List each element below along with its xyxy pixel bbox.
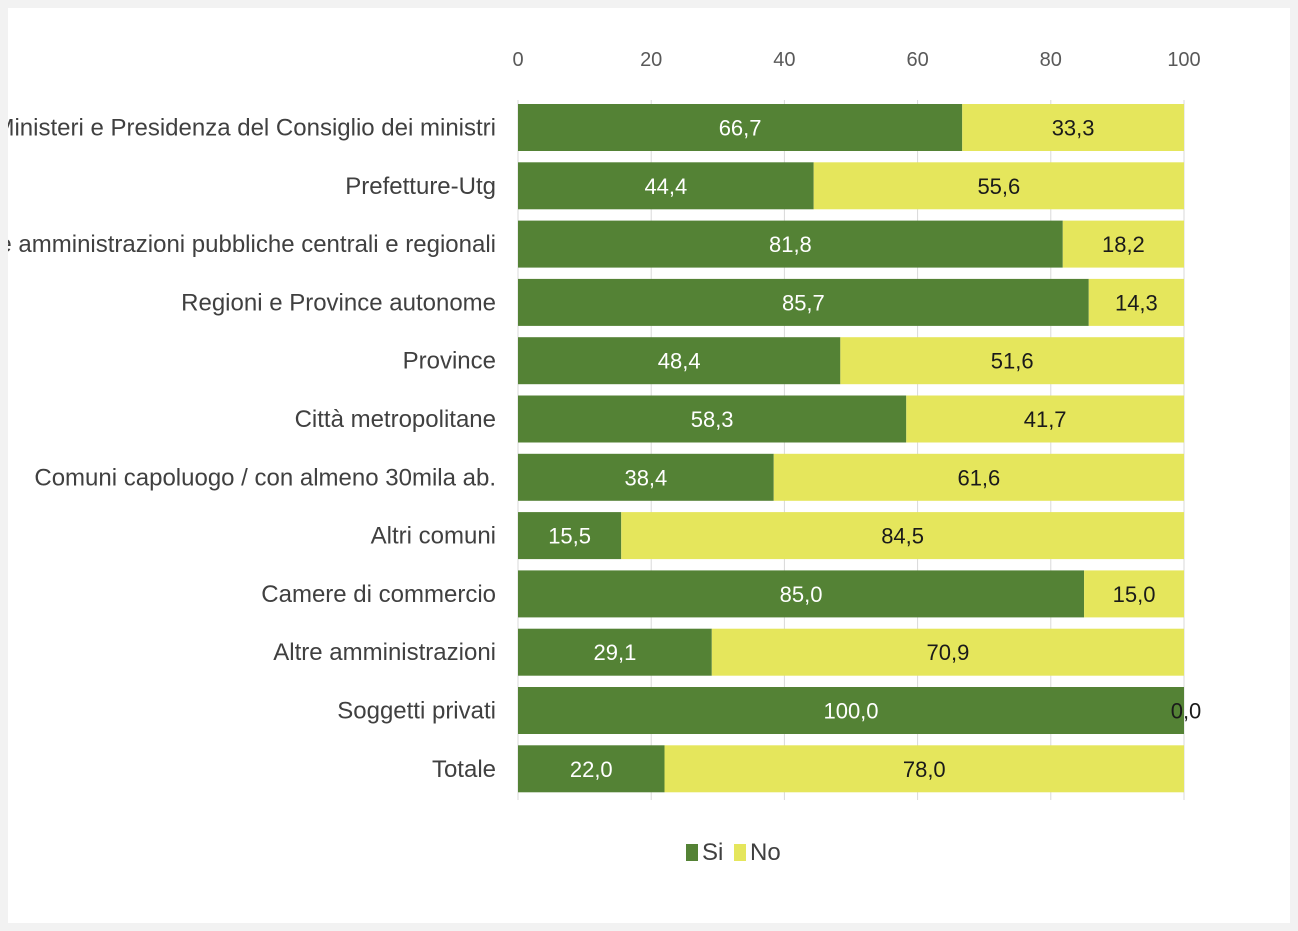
data-label-no: 55,6 xyxy=(977,174,1020,199)
data-label-no: 15,0 xyxy=(1113,582,1156,607)
data-label-si: 22,0 xyxy=(570,757,613,782)
data-label-no: 33,3 xyxy=(1052,116,1095,141)
data-label-si: 66,7 xyxy=(719,116,762,141)
x-tick-label: 20 xyxy=(640,49,662,71)
bar-no xyxy=(621,512,1184,560)
x-tick-label: 40 xyxy=(773,49,795,71)
data-label-si: 85,7 xyxy=(782,290,825,315)
data-label-si: 38,4 xyxy=(624,465,667,490)
bar-no xyxy=(1062,220,1184,268)
bar-si xyxy=(518,628,712,676)
category-label: Soggetti privati xyxy=(337,698,496,725)
data-label-no: 51,6 xyxy=(991,349,1034,374)
bar-si xyxy=(518,104,963,151)
category-label: Totale xyxy=(432,756,496,783)
bar-no xyxy=(664,745,1184,793)
legend-swatch-si xyxy=(686,844,698,861)
legend-label-si: Si xyxy=(702,839,723,866)
data-label-si: 100,0 xyxy=(823,699,878,724)
bar-no xyxy=(840,337,1184,385)
bar-no xyxy=(906,395,1184,443)
category-label: Altre amministrazioni xyxy=(273,639,496,666)
bars xyxy=(518,104,1184,793)
bar-si xyxy=(518,512,622,560)
category-label: Camere di commercio xyxy=(261,581,496,608)
bar-si xyxy=(518,687,1184,734)
x-tick-label: 60 xyxy=(906,49,928,71)
x-tick-label: 100 xyxy=(1167,49,1200,71)
bar-si xyxy=(518,395,907,443)
bar-si xyxy=(518,453,774,501)
data-label-no: 18,2 xyxy=(1102,232,1145,257)
bar-no xyxy=(773,453,1184,501)
category-label: Province xyxy=(403,348,496,375)
legend-swatch-no xyxy=(734,844,746,861)
data-label-si: 58,3 xyxy=(691,407,734,432)
category-labels: Ministeri e Presidenza del Consiglio dei… xyxy=(8,115,496,783)
bar-si xyxy=(518,278,1089,326)
bar-si xyxy=(518,162,814,210)
data-label-si: 15,5 xyxy=(548,524,591,549)
x-axis-ticks: 0 20 40 60 80 100 xyxy=(512,49,1200,71)
category-label: Regioni e Province autonome xyxy=(181,289,496,316)
data-label-si: 48,4 xyxy=(658,349,701,374)
category-label: Prefetture-Utg xyxy=(345,173,496,200)
data-label-no: 0,0 xyxy=(1171,699,1202,724)
x-tick-label: 0 xyxy=(512,49,523,71)
chart-area: 0 20 40 60 80 100 Ministeri e Presidenza del … xyxy=(8,8,1290,923)
data-label-no: 70,9 xyxy=(926,640,969,665)
category-label: Altri comuni xyxy=(371,523,496,550)
data-label-no: 84,5 xyxy=(881,524,924,549)
bar-si xyxy=(518,220,1063,268)
category-label: Enti e amministrazioni pubbliche central… xyxy=(8,231,496,258)
data-label-no: 61,6 xyxy=(957,465,1000,490)
bar-si xyxy=(518,337,841,385)
gridlines xyxy=(517,100,1185,800)
bar-no xyxy=(962,104,1184,151)
bar-no xyxy=(1088,278,1184,326)
bar-si xyxy=(518,570,1085,618)
legend: Si No xyxy=(686,839,781,866)
data-label-si: 81,8 xyxy=(769,232,812,257)
data-label-si: 85,0 xyxy=(780,582,823,607)
bar-no xyxy=(711,628,1184,676)
category-label: Ministeri e Presidenza del Consiglio dei… xyxy=(8,115,496,142)
data-label-si: 29,1 xyxy=(593,640,636,665)
legend-label-no: No xyxy=(750,839,781,866)
data-label-no: 41,7 xyxy=(1024,407,1067,432)
bar-si xyxy=(518,745,665,793)
bar-no xyxy=(813,162,1184,210)
category-label: Comuni capoluogo / con almeno 30mila ab. xyxy=(34,464,496,491)
stacked-bar-chart: 0 20 40 60 80 100 Ministeri e Presidenza del … xyxy=(8,49,1201,866)
category-label: Città metropolitane xyxy=(295,406,496,433)
bar-no xyxy=(1084,570,1184,618)
data-labels: 66,7 33,3 44,4 55,6 81,8 18,2 85,7 14,3 48,4 51,6… xyxy=(548,116,1201,782)
data-label-si: 44,4 xyxy=(644,174,687,199)
data-label-no: 78,0 xyxy=(903,757,946,782)
x-tick-label: 80 xyxy=(1040,49,1062,71)
data-label-no: 14,3 xyxy=(1115,290,1158,315)
